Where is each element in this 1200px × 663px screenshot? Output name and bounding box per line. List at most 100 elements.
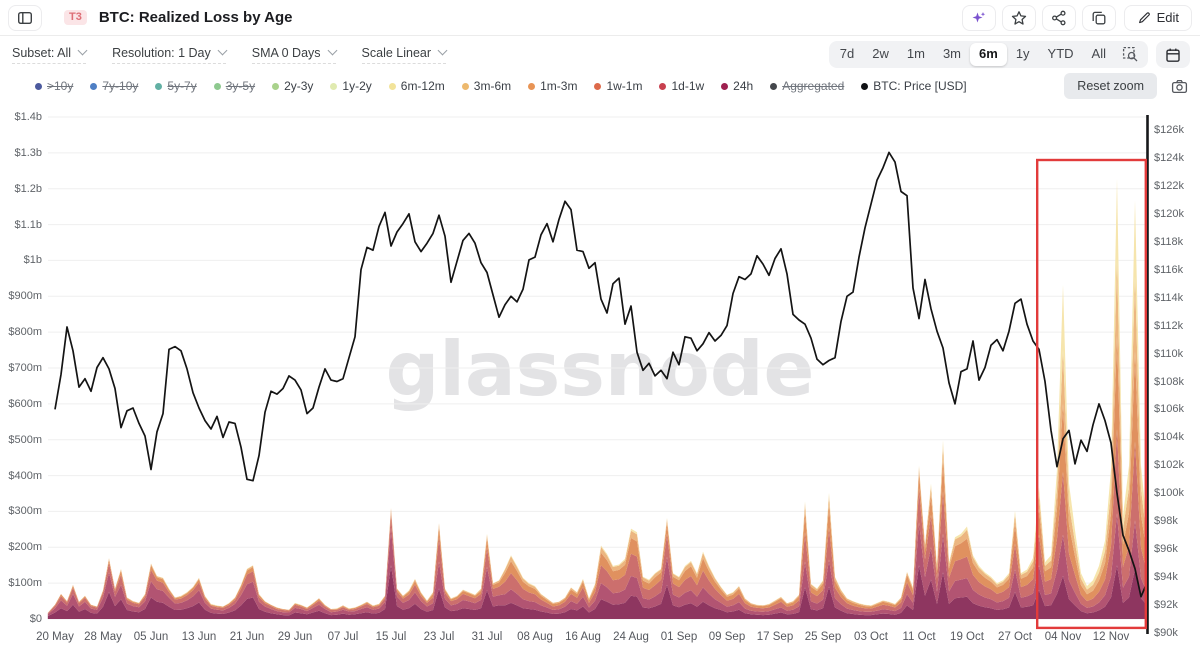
range-button-ytd[interactable]: YTD — [1039, 43, 1083, 66]
legend-label: 1w-1m — [606, 79, 643, 93]
y-right-tick: $126k — [1154, 124, 1184, 136]
legend-item-1m-3m[interactable]: 1m-3m — [528, 79, 577, 93]
y-left-tick: $500m — [8, 433, 42, 446]
y-right-tick: $92k — [1154, 599, 1178, 612]
y-left-tick: $300m — [8, 505, 42, 518]
y-left-tick: $800m — [8, 326, 42, 339]
legend-actions: Reset zoom — [1064, 73, 1188, 99]
area-1w-1m — [47, 429, 1147, 615]
pencil-icon — [1138, 11, 1150, 23]
sidebar-toggle-icon — [18, 11, 33, 24]
y-right-tick: $102k — [1154, 459, 1184, 472]
legend-item-7y-10y[interactable]: 7y-10y — [90, 79, 138, 93]
y-left-tick: $0 — [29, 613, 42, 625]
y-right-tick: $110k — [1154, 347, 1184, 360]
legend-dot — [35, 82, 42, 90]
y-right-tick: $114k — [1154, 291, 1184, 304]
legend-item-24h[interactable]: 24h — [721, 79, 753, 93]
edit-button[interactable]: Edit — [1123, 4, 1192, 31]
time-range-controls: 7d 2w 1m 3m 6m 1y YTD All — [828, 41, 1190, 68]
y-left-tick: $1.2b — [14, 182, 42, 195]
legend-item-2y-3y[interactable]: 2y-3y — [272, 79, 313, 93]
range-button-all[interactable]: All — [1083, 43, 1115, 66]
highlight-box — [1035, 158, 1147, 630]
chevron-down-icon — [217, 45, 228, 56]
chart-toolbar: Subset: All Resolution: 1 Day SMA 0 Days Sc… — [0, 36, 1200, 73]
dropdown-subset[interactable]: Subset: All — [12, 45, 88, 64]
legend-label: 3y-5y — [225, 79, 256, 93]
range-button-3m[interactable]: 3m — [934, 43, 970, 66]
x-axis-tick: 08 Aug — [517, 631, 553, 643]
legend-dot — [330, 82, 338, 90]
dropdown-sma[interactable]: SMA 0 Days — [251, 45, 337, 64]
share-button[interactable] — [1041, 4, 1076, 31]
dropdown-sma-label: SMA 0 Days — [251, 45, 321, 60]
chevron-down-icon — [437, 45, 448, 56]
copy-icon — [1092, 11, 1106, 24]
legend-item-1y-2y[interactable]: 1y-2y — [330, 79, 372, 93]
dropdown-scale-label: Scale Linear — [361, 45, 432, 60]
y-right-tick: $108k — [1154, 375, 1184, 388]
legend-dot — [90, 82, 98, 90]
legend-item-5y-7y[interactable]: 5y-7y — [155, 79, 197, 93]
range-button-7d[interactable]: 7d — [831, 43, 863, 66]
dropdown-resolution-label: Resolution: 1 Day — [112, 45, 211, 60]
range-button-6m[interactable]: 6m — [970, 43, 1007, 66]
legend-item-3m-6m[interactable]: 3m-6m — [461, 79, 511, 93]
share-icon — [1051, 10, 1066, 25]
range-button-2w[interactable]: 2w — [863, 43, 898, 66]
reset-zoom-button[interactable]: Reset zoom — [1064, 73, 1157, 99]
dropdown-resolution[interactable]: Resolution: 1 Day — [112, 45, 228, 64]
legend-label: 5y-7y — [167, 79, 197, 93]
ai-assistant-button[interactable] — [961, 4, 996, 31]
y-right-tick: $96k — [1154, 543, 1178, 556]
y-right-tick: $104k — [1154, 431, 1184, 444]
y-right-tick: $98k — [1154, 515, 1178, 528]
legend-label: 1y-2y — [342, 79, 372, 93]
duplicate-button[interactable] — [1081, 4, 1116, 31]
watermark: glassnode — [385, 325, 815, 413]
legend-item-6m-12m[interactable]: 6m-12m — [388, 79, 445, 93]
x-axis-tick: 17 Sep — [756, 631, 794, 643]
x-axis-tick: 28 May — [84, 631, 122, 643]
legend-item-aggregated[interactable]: Aggregated — [770, 79, 844, 93]
edit-button-label: Edit — [1156, 10, 1179, 25]
legend-item-1d-1w[interactable]: 1d-1w — [659, 79, 704, 93]
chevron-down-icon — [327, 45, 337, 56]
dropdown-scale[interactable]: Scale Linear — [361, 45, 448, 64]
range-button-1m[interactable]: 1m — [898, 43, 934, 66]
legend-label: 1m-3m — [540, 79, 578, 93]
y-right-tick: $94k — [1154, 571, 1178, 584]
x-axis-tick: 29 Jun — [277, 631, 313, 643]
sparkle-icon — [972, 11, 985, 22]
favorite-button[interactable] — [1001, 4, 1036, 31]
x-axis-tick: 15 Jul — [375, 631, 407, 643]
star-icon — [1011, 10, 1026, 25]
selection-zoom-icon — [1122, 46, 1138, 62]
sidebar-toggle-button[interactable] — [8, 4, 42, 31]
x-axis-tick: 20 May — [36, 631, 74, 643]
legend-dot — [659, 82, 667, 90]
legend-item-btc-price-usd-[interactable]: BTC: Price [USD] — [861, 79, 967, 93]
dropdown-subset-label: Subset: All — [12, 45, 72, 60]
legend-label: >10y — [47, 79, 74, 93]
y-right-tick: $106k — [1154, 403, 1184, 416]
y-left-tick: $700m — [8, 362, 42, 374]
x-axis-tick: 19 Oct — [950, 631, 984, 643]
legend-item--10y[interactable]: >10y — [35, 79, 73, 93]
selection-zoom-button[interactable] — [1115, 44, 1146, 65]
range-button-1y[interactable]: 1y — [1007, 43, 1039, 66]
legend-dot — [721, 82, 729, 90]
screenshot-button[interactable] — [1171, 78, 1188, 95]
legend-item-1w-1m[interactable]: 1w-1m — [594, 79, 642, 93]
camera-icon — [1171, 79, 1188, 93]
legend-dot — [770, 82, 778, 90]
legend-dot — [272, 82, 280, 90]
legend-label: 7y-10y — [102, 79, 139, 93]
legend-dot — [461, 82, 469, 90]
x-axis-tick: 01 Sep — [660, 631, 698, 643]
date-picker-button[interactable] — [1156, 41, 1190, 68]
legend-item-3y-5y[interactable]: 3y-5y — [213, 79, 256, 93]
